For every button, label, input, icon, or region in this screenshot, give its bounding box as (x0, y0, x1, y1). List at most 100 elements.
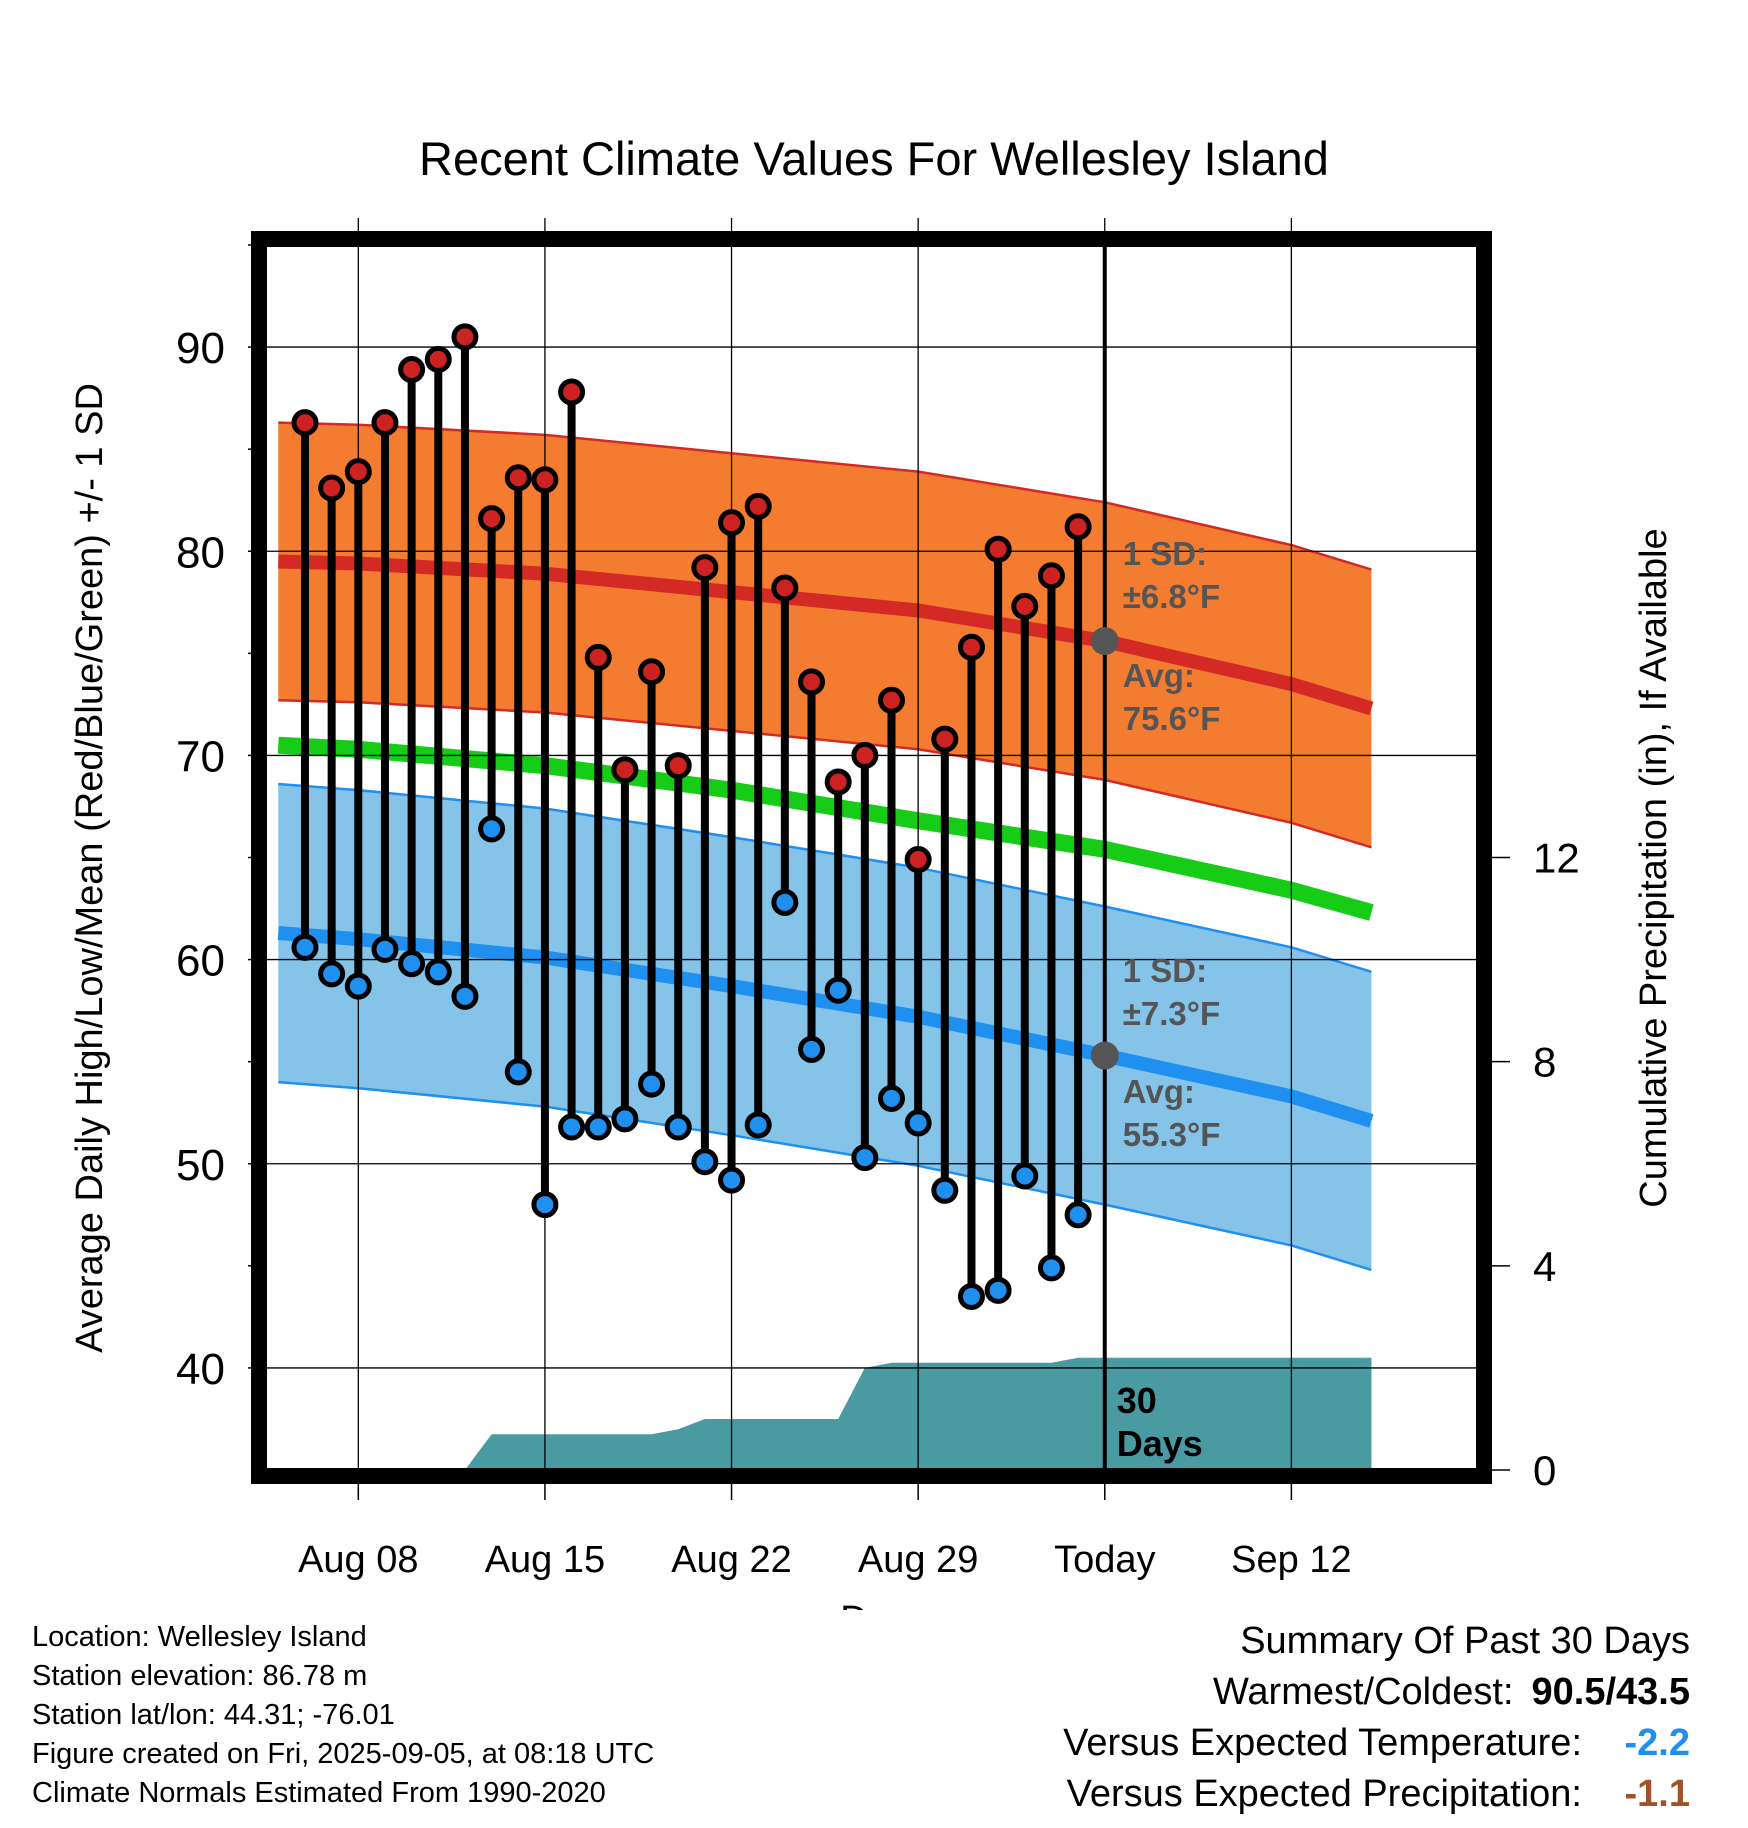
summary-warm-cold-label: Warmest/Coldest: (1212, 1671, 1514, 1713)
daily-high-point (478, 505, 506, 533)
daily-low-point (424, 958, 452, 986)
y-tick-label: 80 (176, 528, 225, 577)
daily-high-point (611, 756, 639, 784)
daily-high-point (718, 509, 746, 537)
x-tick-label: Aug 29 (858, 1539, 978, 1581)
daily-low-point (824, 976, 852, 1004)
daily-high-point (318, 474, 346, 502)
plot-frame (251, 231, 1492, 1484)
y-tick-label: 50 (176, 1141, 225, 1190)
y-axis-label-left: Average Daily High/Low/Mean (Red/Blue/Gr… (69, 383, 111, 1353)
info-location: Location: Wellesley Island (32, 1621, 367, 1653)
daily-low-point (611, 1105, 639, 1133)
x-tick-label: Aug 22 (671, 1539, 791, 1581)
y-right-tick-label: 12 (1533, 835, 1580, 882)
chart-title: Recent Climate Values For Wellesley Isla… (419, 132, 1329, 185)
x-tick-label: Aug 08 (298, 1539, 418, 1581)
daily-low-point (398, 950, 426, 978)
precip-annotation-line1: 30 (1117, 1380, 1157, 1421)
normal-high-line (278, 554, 1374, 716)
daily-high-point (451, 323, 479, 351)
daily-high-point (398, 356, 426, 384)
daily-high-point (744, 492, 772, 520)
daily-low-point (798, 1035, 826, 1063)
daily-high-point (504, 464, 532, 492)
today-high-avg-marker (1090, 627, 1119, 656)
today-low-avg-marker (1090, 1041, 1119, 1070)
summary-temp-label: Versus Expected Temperature: (1063, 1722, 1582, 1764)
daily-high-point (291, 409, 319, 437)
daily-high-point (691, 554, 719, 582)
low-sd-band-upper-edge (278, 782, 1372, 973)
daily-high-point (1011, 592, 1039, 620)
daily-low-point (664, 1113, 692, 1141)
precip-area (278, 1357, 1372, 1470)
high-avg-annotation-line2: 75.6°F (1123, 700, 1221, 737)
daily-low-point (371, 935, 399, 963)
daily-low-point (531, 1191, 559, 1219)
daily-high-point (877, 686, 905, 714)
daily-low-point (1011, 1162, 1039, 1190)
daily-low-point (691, 1148, 719, 1176)
summary-warm-cold-row: Warmest/Coldest: 90.5/43.5 (1063, 1667, 1690, 1718)
daily-low-point (877, 1084, 905, 1112)
x-tick-label: Today (1054, 1539, 1155, 1581)
info-elevation: Station elevation: 86.78 m (32, 1660, 368, 1692)
high-sd-annotation-line2: ±6.8°F (1123, 578, 1220, 615)
daily-low-point (957, 1282, 985, 1310)
daily-high-point (638, 658, 666, 686)
summary-panel: Summary Of Past 30 Days Warmest/Coldest:… (1063, 1616, 1690, 1820)
low-avg-annotation-line1: Avg: (1123, 1073, 1195, 1110)
summary-precip-label: Versus Expected Precipitation: (1066, 1773, 1582, 1815)
daily-low-point (744, 1111, 772, 1139)
y-right-tick-label: 8 (1533, 1039, 1556, 1086)
daily-low-point (718, 1166, 746, 1194)
high-sd-band-lower-edge (278, 699, 1372, 849)
daily-low-point (931, 1176, 959, 1204)
info-normals: Climate Normals Estimated From 1990-2020 (32, 1777, 606, 1809)
precip-annotation-line2: Days (1117, 1423, 1203, 1464)
daily-high-point (957, 633, 985, 661)
daily-high-point (1037, 562, 1065, 590)
summary-heading: Summary Of Past 30 Days (1240, 1620, 1690, 1662)
daily-low-point (291, 933, 319, 961)
daily-high-point (984, 535, 1012, 563)
summary-warm-cold-value: 90.5/43.5 (1531, 1671, 1690, 1713)
daily-high-point (798, 668, 826, 696)
daily-high-point (824, 768, 852, 796)
daily-low-point (904, 1109, 932, 1137)
y-axis-label-right: Cumulative Precipitation (in), If Availa… (1633, 528, 1675, 1207)
low-sd-annotation-line2: ±7.3°F (1123, 995, 1220, 1032)
low-sd-band-lower-edge (278, 1080, 1372, 1272)
y-tick-label: 90 (176, 324, 225, 373)
y-tick-label: 60 (176, 937, 225, 986)
info-latlon: Station lat/lon: 44.31; -76.01 (32, 1699, 395, 1731)
daily-high-point (904, 846, 932, 874)
normal-mean-line (277, 736, 1374, 921)
daily-low-point (1064, 1201, 1092, 1229)
daily-high-point (531, 466, 559, 494)
high-sd-band (278, 422, 1372, 848)
daily-low-point (504, 1058, 532, 1086)
x-tick-label: Aug 15 (485, 1539, 605, 1581)
daily-low-point (451, 982, 479, 1010)
high-avg-annotation-line1: Avg: (1123, 657, 1195, 694)
daily-low-point (584, 1113, 612, 1141)
summary-precip-value: -1.1 (1624, 1773, 1690, 1815)
daily-low-point (558, 1113, 586, 1141)
daily-high-point (584, 643, 612, 671)
x-tick-label: Sep 12 (1231, 1539, 1351, 1581)
high-sd-annotation-line1: 1 SD: (1123, 535, 1207, 572)
daily-low-point (318, 960, 346, 988)
daily-low-point (1037, 1254, 1065, 1282)
daily-high-point (664, 752, 692, 780)
daily-high-point (424, 345, 452, 373)
daily-low-point (344, 972, 372, 1000)
daily-high-point (931, 725, 959, 753)
y-tick-label: 70 (176, 732, 225, 781)
station-info: Location: Wellesley Island Station eleva… (32, 1618, 654, 1813)
daily-high-point (344, 458, 372, 486)
daily-low-point (638, 1070, 666, 1098)
daily-high-point (371, 409, 399, 437)
low-avg-annotation-line2: 55.3°F (1123, 1116, 1221, 1153)
